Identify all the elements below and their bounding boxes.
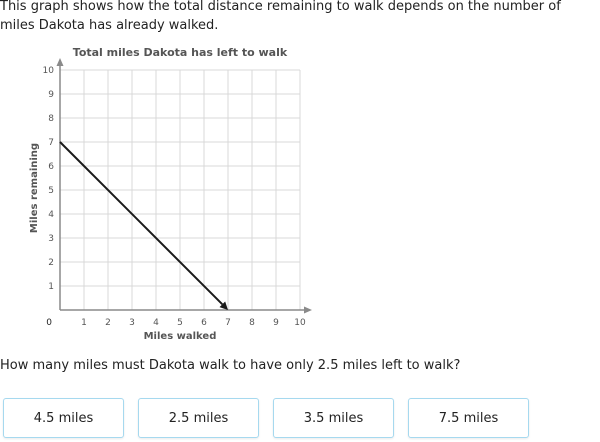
answer-choices: 4.5 miles 2.5 miles 3.5 miles 7.5 miles	[3, 398, 597, 440]
y-tick-label: 9	[48, 90, 54, 100]
x-tick-label: 1	[81, 318, 87, 328]
x-axis-label: Miles walked	[144, 331, 217, 342]
x-tick-label: 2	[105, 318, 111, 328]
x-axis-arrow	[304, 306, 312, 314]
y-axis-arrow	[56, 58, 64, 66]
y-tick-label: 5	[48, 186, 54, 196]
y-tick-label: 3	[48, 234, 54, 244]
origin-label: 0	[46, 318, 52, 328]
choice-button-4[interactable]: 7.5 miles	[408, 398, 529, 438]
x-tick-label: 6	[201, 318, 207, 328]
grid	[60, 69, 301, 310]
x-tick-label: 3	[129, 318, 135, 328]
line-chart: Total miles Dakota has left to walk Mile…	[0, 40, 330, 350]
x-tick-label: 7	[225, 318, 231, 328]
y-tick-label: 7	[48, 138, 54, 148]
question-text: How many miles must Dakota walk to have …	[0, 358, 461, 373]
y-tick-label: 8	[48, 114, 54, 124]
axes	[56, 58, 312, 314]
chart-title: Total miles Dakota has left to walk	[73, 46, 288, 59]
x-tick-label: 9	[273, 318, 279, 328]
choice-button-1[interactable]: 4.5 miles	[3, 398, 124, 438]
series	[59, 141, 228, 310]
intro-text: This graph shows how the total distance …	[0, 0, 561, 33]
x-tick-label: 10	[294, 318, 306, 328]
chart-svg: Total miles Dakota has left to walk Mile…	[29, 46, 312, 342]
x-tick-label: 8	[249, 318, 255, 328]
x-tick-label: 4	[153, 318, 159, 328]
series-arrowhead	[219, 301, 228, 310]
y-tick-label: 4	[48, 210, 54, 220]
y-tick-label: 10	[43, 66, 55, 76]
y-tick-label: 1	[48, 282, 54, 292]
y-tick-label: 6	[48, 162, 54, 172]
x-tick-label: 5	[177, 318, 183, 328]
series-line	[59, 141, 224, 306]
choice-button-2[interactable]: 2.5 miles	[138, 398, 259, 438]
y-tick-label: 2	[48, 258, 54, 268]
tick-labels: 1 2 3 4 5 6 7 8 9 10 1 2 3 4 5 6 7 8 9 10 0	[43, 66, 306, 328]
y-axis-label: Miles remaining	[29, 143, 40, 233]
choice-button-3[interactable]: 3.5 miles	[273, 398, 394, 438]
